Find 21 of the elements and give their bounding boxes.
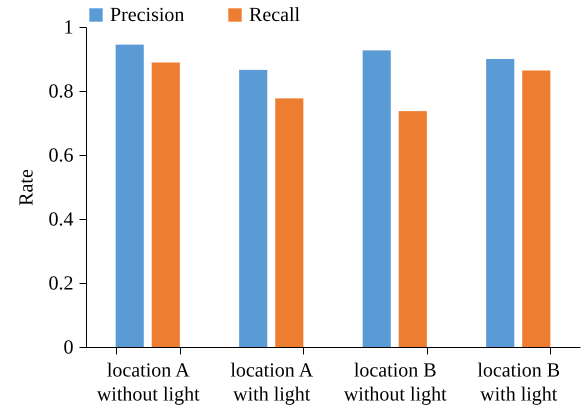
x-tick-label: location B without light bbox=[344, 360, 448, 406]
legend-label: Recall bbox=[249, 4, 301, 26]
bar bbox=[362, 50, 391, 347]
y-tick-label: 1 bbox=[64, 16, 74, 38]
x-tick-label: location A without light bbox=[96, 360, 200, 406]
y-axis-title: Rate bbox=[16, 169, 38, 206]
bar bbox=[152, 62, 180, 347]
bar bbox=[239, 70, 268, 347]
y-tick-label: 0 bbox=[64, 336, 74, 358]
bar bbox=[275, 98, 304, 347]
y-tick-label: 0.4 bbox=[48, 208, 74, 230]
legend-label: Precision bbox=[110, 4, 184, 26]
y-tick-label: 0.8 bbox=[48, 80, 74, 102]
x-tick-label: location A with light bbox=[230, 360, 314, 406]
bar bbox=[398, 111, 427, 347]
bar bbox=[522, 70, 550, 347]
y-tick-label: 0.2 bbox=[48, 272, 74, 294]
y-tick-label: 0.6 bbox=[48, 144, 74, 166]
x-tick-label: location B with light bbox=[477, 360, 560, 406]
bar bbox=[486, 59, 514, 347]
bar bbox=[116, 44, 144, 347]
